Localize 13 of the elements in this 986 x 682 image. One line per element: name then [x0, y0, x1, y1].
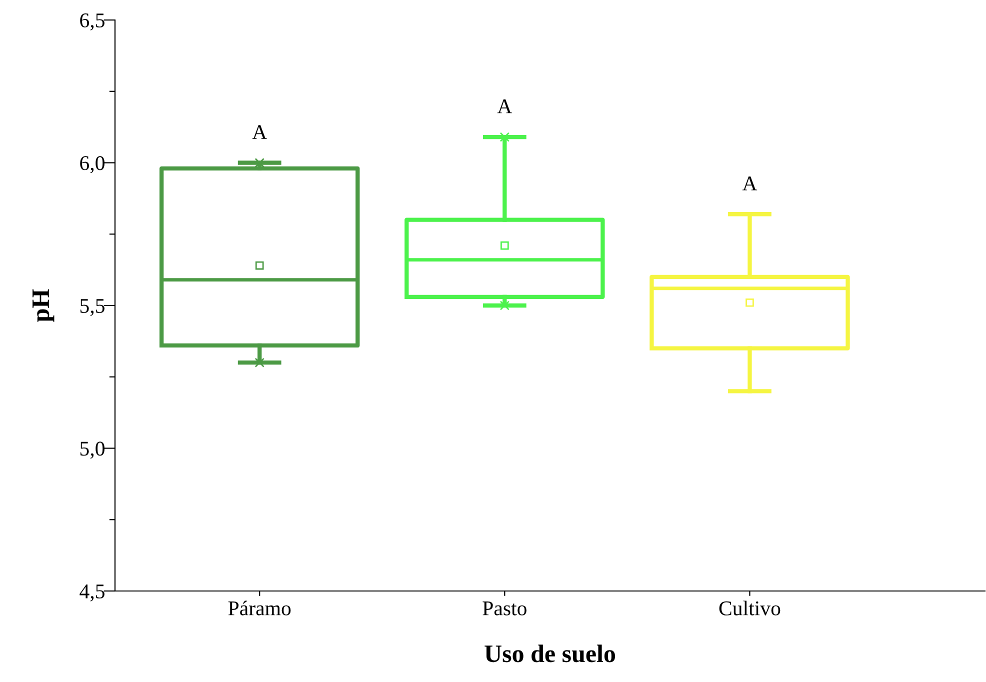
annotation: A	[252, 125, 267, 139]
annotation: A	[497, 99, 512, 114]
x-axis-title: Uso de suelo	[484, 644, 616, 662]
y-axis-title: pH	[32, 289, 54, 322]
y-tick-label: 5,5	[80, 299, 104, 316]
annotation: A	[742, 176, 758, 190]
y-tick-label: 5,0	[80, 442, 104, 459]
y-tick-label: 4,5	[80, 584, 104, 602]
x-tick-label: Pasto	[482, 602, 526, 616]
y-tick-label: 6,5	[80, 13, 104, 30]
y-tick-label: 6,0	[80, 156, 104, 174]
x-tick-label: Páramo	[228, 600, 291, 616]
x-tick-label: Cultivo	[719, 600, 780, 616]
